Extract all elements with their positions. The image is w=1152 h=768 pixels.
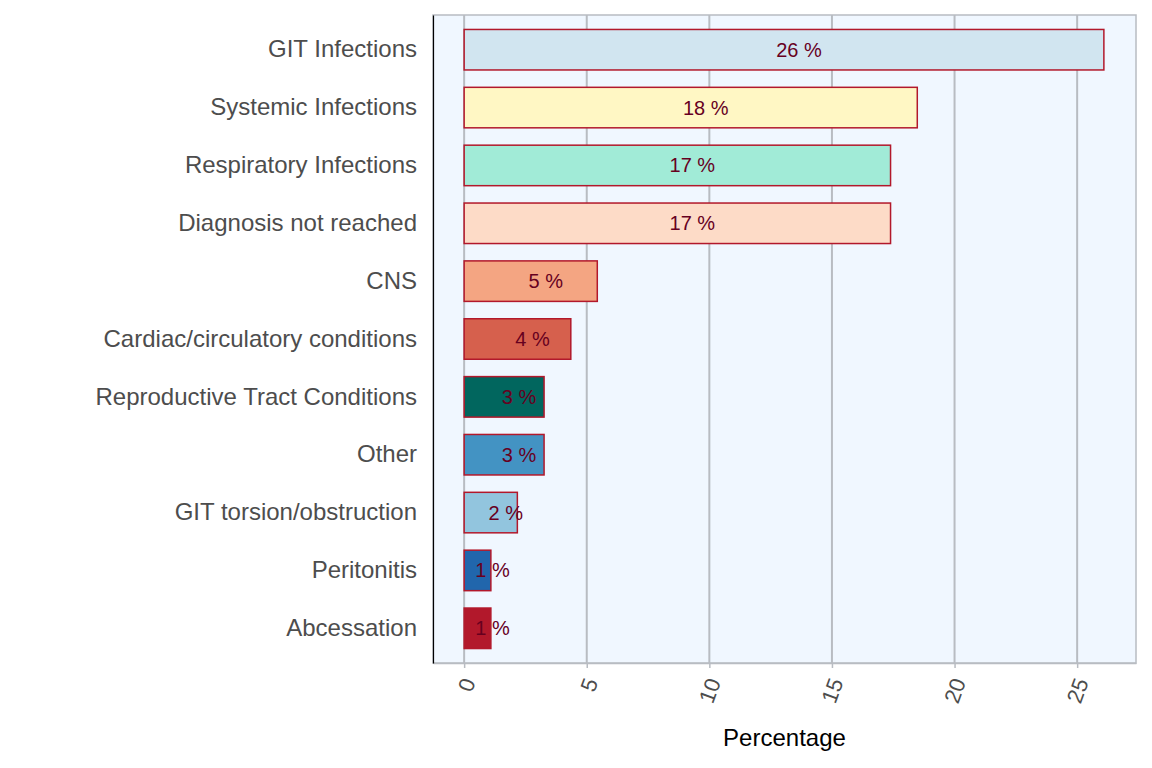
y-axis-line [433,16,434,664]
x-tick: 5 [575,663,603,695]
y-tick-label: Reproductive Tract Conditions [96,383,418,410]
x-axis-title: Percentage [723,724,846,751]
y-tick: Cardiac/circulatory conditions [104,325,417,352]
y-tick-label: Diagnosis not reached [178,209,417,236]
x-tick-label: 10 [694,675,726,707]
bar [464,145,890,186]
data-label: 3 % [502,386,537,408]
y-tick: Abcessation [286,614,417,641]
y-tick-label: Respiratory Infections [185,151,417,178]
x-tick-mark [709,663,711,668]
y-tick-label: Cardiac/circulatory conditions [104,325,417,352]
data-label: 2 % [489,502,524,524]
data-label: 5 % [528,270,563,292]
y-tick-label: Other [357,440,417,467]
data-label: 4 % [515,328,550,350]
x-axis: 0 5 10 15 20 25 [434,663,1137,706]
x-tick: 15 [817,663,849,706]
bars [464,29,1104,648]
x-tick-mark [464,663,466,668]
bar [464,377,544,418]
data-label: 17 % [670,212,716,234]
x-tick: 10 [694,663,726,706]
data-label: 26 % [776,39,822,61]
y-tick: Respiratory Infections [185,151,417,178]
bar [464,203,890,244]
plot-background [433,15,1136,663]
data-label: 1 % [475,559,510,581]
x-tick-mark [586,663,588,668]
y-tick-label: Systemic Infections [210,93,417,120]
y-tick-label: CNS [366,267,417,294]
y-tick-label: GIT Infections [268,35,417,62]
grid-line [1076,15,1078,663]
x-tick-mark [832,663,834,668]
bar [464,261,597,302]
y-tick-label: GIT torsion/obstruction [175,498,417,525]
x-tick-label: 25 [1062,675,1094,707]
data-labels: 26 % 18 % 17 % 17 % 5 % 4 % 3 % 3 % 2 % 1 % 1 % [475,39,822,640]
y-tick: Other [357,440,417,467]
plot-frame [433,15,1136,663]
x-tick: 25 [1062,663,1094,706]
data-label: 17 % [670,154,716,176]
x-tick: 20 [939,663,971,706]
bar [464,434,544,475]
chart: 26 % 18 % 17 % 17 % 5 % 4 % 3 % 3 % 2 % 1 % 1 % 0 5 1… [0,0,1152,768]
x-tick-mark [954,663,956,668]
x-tick-label: 20 [939,675,971,707]
plot: 26 % 18 % 17 % 17 % 5 % 4 % 3 % 3 % 2 % 1 % 1 % 0 5 1… [96,15,1137,706]
y-tick: GIT torsion/obstruction [175,498,417,525]
data-label: 3 % [502,444,537,466]
y-tick: Systemic Infections [210,93,417,120]
x-tick-label: 5 [575,675,603,695]
grid [464,15,1077,663]
y-tick: Peritonitis [312,556,417,583]
x-tick-label: 0 [453,675,481,695]
y-tick-label: Abcessation [286,614,417,641]
x-tick-label: 15 [817,675,849,707]
y-tick: CNS [366,267,417,294]
y-tick-label: Peritonitis [312,556,417,583]
x-tick: 0 [453,663,481,695]
bar [464,29,1104,70]
bar [464,319,571,360]
bar [464,87,917,128]
x-tick-mark [1077,663,1079,668]
y-tick: Diagnosis not reached [178,209,417,236]
y-tick: Reproductive Tract Conditions [96,383,418,410]
y-axis: GIT Infections Systemic Infections Respira… [96,16,434,664]
y-tick: GIT Infections [268,35,417,62]
grid-line [954,15,956,663]
data-label: 1 % [475,617,510,639]
data-label: 18 % [683,97,729,119]
x-axis-line [434,663,1137,665]
